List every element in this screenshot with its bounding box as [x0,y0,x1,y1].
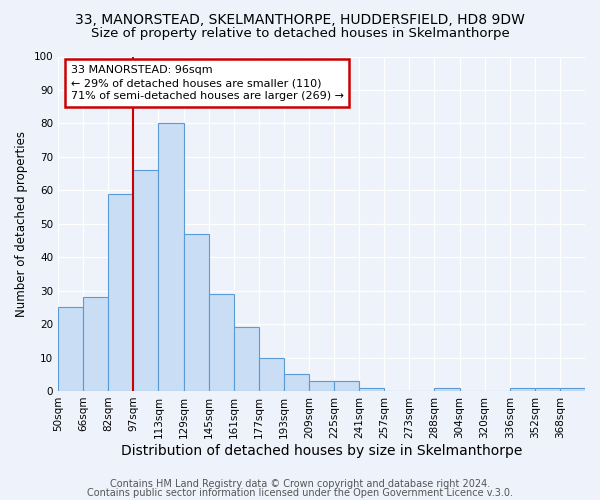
Bar [108,194,133,391]
Bar [158,124,184,391]
Bar [58,308,83,391]
Bar [560,388,585,391]
Bar [184,234,209,391]
Text: 33, MANORSTEAD, SKELMANTHORPE, HUDDERSFIELD, HD8 9DW: 33, MANORSTEAD, SKELMANTHORPE, HUDDERSFI… [75,12,525,26]
Bar [359,388,384,391]
Bar [233,328,259,391]
Bar [510,388,535,391]
Bar [334,381,359,391]
Bar [535,388,560,391]
Text: Contains HM Land Registry data © Crown copyright and database right 2024.: Contains HM Land Registry data © Crown c… [110,479,490,489]
Bar [284,374,309,391]
Text: Contains public sector information licensed under the Open Government Licence v.: Contains public sector information licen… [87,488,513,498]
Text: 33 MANORSTEAD: 96sqm
← 29% of detached houses are smaller (110)
71% of semi-deta: 33 MANORSTEAD: 96sqm ← 29% of detached h… [71,65,344,102]
Bar [309,381,334,391]
Bar [83,298,108,391]
Y-axis label: Number of detached properties: Number of detached properties [15,130,28,316]
X-axis label: Distribution of detached houses by size in Skelmanthorpe: Distribution of detached houses by size … [121,444,522,458]
Text: Size of property relative to detached houses in Skelmanthorpe: Size of property relative to detached ho… [91,28,509,40]
Bar [209,294,233,391]
Bar [259,358,284,391]
Bar [133,170,158,391]
Bar [434,388,460,391]
